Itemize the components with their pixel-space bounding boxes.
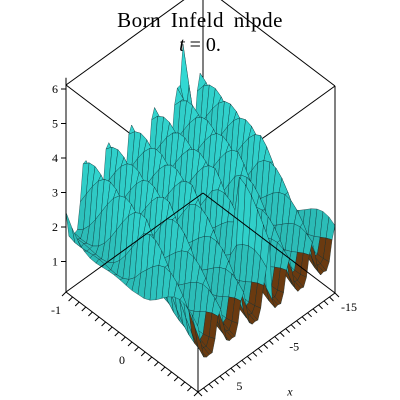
- y-minor-tick: [193, 391, 199, 397]
- box-edge-front: [65, 192, 204, 293]
- y-minor-tick: [121, 336, 126, 342]
- box-edge-front: [197, 292, 336, 393]
- y-minor-tick: [180, 381, 186, 387]
- y-minor-tick: [61, 291, 67, 297]
- y-minor-tick: [173, 376, 179, 382]
- z-tick-label: 2: [52, 220, 58, 234]
- y-tick-label: -1: [51, 303, 61, 317]
- surface-patch: [65, 212, 76, 244]
- y-minor-tick: [94, 316, 100, 322]
- z-tick-label: 1: [52, 255, 58, 269]
- box-edge-back: [65, 0, 185, 86]
- z-tick-label: 5: [52, 117, 58, 131]
- x-minor-tick: [257, 348, 263, 353]
- surface-mesh: [65, 44, 336, 358]
- x-minor-tick: [203, 387, 208, 393]
- chart-subtitle: t = 0.: [0, 34, 400, 57]
- y-minor-tick: [187, 386, 192, 392]
- y-minor-tick: [167, 371, 172, 377]
- x-minor-tick: [279, 332, 285, 337]
- surface-patch: [191, 314, 202, 343]
- x-minor-tick: [296, 320, 301, 326]
- z-tick-label: 4: [52, 151, 58, 165]
- y-minor-tick: [114, 331, 120, 337]
- z-tick-label: 3: [52, 186, 58, 200]
- x-minor-tick: [263, 344, 269, 349]
- box-edge-back: [220, 0, 336, 87]
- y-minor-tick: [88, 311, 93, 317]
- z-tick-label: 6: [52, 82, 58, 96]
- x-minor-tick: [268, 340, 274, 345]
- box-edge-front: [202, 192, 336, 294]
- x-minor-tick: [246, 356, 252, 361]
- y-minor-tick: [81, 306, 87, 312]
- x-axis-label: x: [286, 384, 293, 398]
- x-minor-tick: [225, 371, 230, 377]
- x-minor-tick: [334, 292, 340, 298]
- y-minor-tick: [101, 321, 106, 327]
- x-minor-tick: [241, 359, 247, 365]
- x-minor-tick: [301, 316, 307, 322]
- x-minor-tick: [197, 391, 203, 397]
- y-minor-tick: [154, 361, 159, 367]
- subtitle-value: = 0.: [184, 34, 221, 56]
- x-minor-tick: [236, 363, 241, 369]
- y-minor-tick: [147, 356, 153, 362]
- y-minor-tick: [107, 326, 113, 332]
- x-tick-label: 5: [236, 379, 242, 393]
- x-minor-tick: [329, 296, 334, 302]
- subtitle-variable: t: [179, 34, 185, 56]
- x-minor-tick: [252, 352, 258, 357]
- x-minor-tick: [274, 336, 280, 341]
- x-tick-label: -5: [289, 340, 299, 354]
- x-minor-tick: [230, 367, 236, 373]
- x-minor-tick: [312, 308, 318, 314]
- y-tick-label: 0: [119, 353, 125, 367]
- y-minor-tick: [160, 366, 166, 372]
- y-minor-tick: [68, 296, 73, 302]
- y-minor-tick: [74, 301, 80, 307]
- y-minor-tick: [127, 341, 133, 347]
- bounding-box-front: [65, 86, 336, 393]
- y-minor-tick: [134, 346, 139, 352]
- x-minor-tick: [323, 300, 329, 306]
- x-tick-label: -15: [341, 300, 357, 314]
- x-minor-tick: [318, 304, 323, 310]
- axis-ticks: 1 2 3 4 5 6 -1 0 -15 -5 5 x: [51, 77, 357, 398]
- x-minor-tick: [208, 383, 214, 389]
- x-minor-tick: [290, 324, 296, 330]
- x-minor-tick: [285, 328, 291, 333]
- x-minor-tick: [214, 379, 219, 385]
- x-minor-tick: [219, 375, 225, 381]
- x-minor-tick: [307, 312, 312, 318]
- y-minor-tick: [140, 351, 146, 357]
